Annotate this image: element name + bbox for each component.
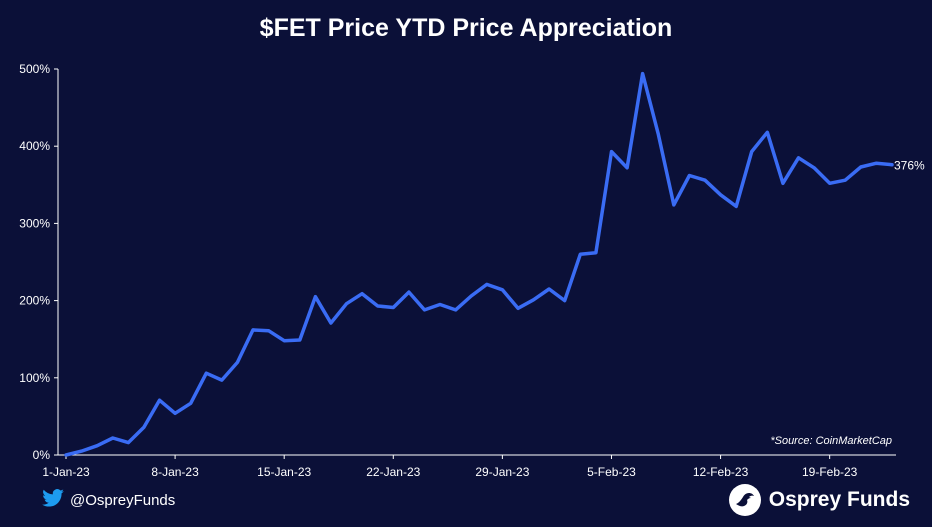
- x-axis: 1-Jan-23 8-Jan-23 15-Jan-23 22-Jan-23 29-Jan…: [42, 454, 896, 479]
- x-tick-label: 12-Feb-23: [693, 465, 749, 479]
- x-tick-label: 15-Jan-23: [257, 465, 311, 479]
- y-axis: 0% 100% 200% 300% 400% 500%: [19, 62, 59, 462]
- x-tick-label: 8-Jan-23: [151, 465, 199, 479]
- x-tick-label: 5-Feb-23: [587, 465, 636, 479]
- y-tick-label: 400%: [19, 139, 50, 153]
- x-tick-label: 19-Feb-23: [802, 465, 858, 479]
- y-tick-label: 300%: [19, 216, 50, 230]
- end-value-label: 376%: [894, 159, 925, 173]
- x-tick-label: 29-Jan-23: [475, 465, 529, 479]
- twitter-handle-label: @OspreyFunds: [70, 491, 176, 509]
- y-tick-label: 0%: [33, 448, 51, 462]
- brand-name: Osprey Funds: [768, 488, 910, 511]
- series-layer: 376%: [64, 71, 925, 457]
- y-tick-label: 100%: [19, 371, 50, 385]
- twitter-handle[interactable]: @OspreyFunds: [42, 489, 175, 511]
- x-tick-label: 1-Jan-23: [42, 465, 90, 479]
- osprey-logo-icon: [728, 484, 761, 516]
- x-tick-label: 22-Jan-23: [366, 465, 420, 479]
- y-tick-label: 500%: [19, 62, 50, 76]
- twitter-bird-icon: [42, 489, 64, 511]
- y-tick-label: 200%: [19, 294, 50, 308]
- chart-title: $FET Price YTD Price Appreciation: [259, 14, 673, 42]
- series-line: [64, 71, 894, 457]
- brand-logo: Osprey Funds: [728, 484, 910, 516]
- source-note: *Source: CoinMarketCap: [770, 435, 892, 447]
